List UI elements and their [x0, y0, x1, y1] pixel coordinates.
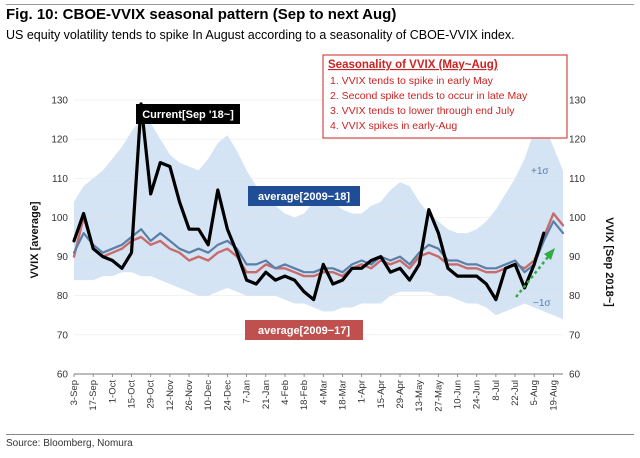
- x-tick-label-44: 8-Jul: [491, 380, 502, 401]
- x-tick-label-26: 4-Mar: [318, 380, 329, 405]
- x-tick-label-30: 1-Apr: [357, 380, 368, 403]
- x-tick-label-0: 3-Sep: [69, 380, 80, 405]
- y-tick-right-130: 130: [569, 96, 586, 107]
- x-tick-label-32: 15-Apr: [376, 380, 387, 409]
- x-tick-label-12: 26-Nov: [184, 380, 195, 411]
- avg18-label-box: [248, 186, 360, 206]
- x-tick-label-10: 12-Nov: [165, 380, 176, 411]
- series-line-1: [72, 220, 565, 274]
- x-tick-label-2: 17-Sep: [88, 380, 99, 411]
- band-upper-label: +1σ: [531, 166, 549, 177]
- callout-heading: Seasonality of VVIX (May~Aug): [328, 59, 498, 71]
- y-tick-left-120: 120: [51, 135, 68, 146]
- callout-item-2: 2. Second spike tends to occur in late M…: [330, 90, 528, 102]
- source-rule: [6, 434, 634, 435]
- y-tick-left-80: 80: [57, 291, 69, 302]
- y-tick-left-110: 110: [52, 174, 68, 185]
- callout-item-3: 3. VVIX tends to lower through end July: [330, 105, 515, 117]
- figure-subtitle: US equity volatility tends to spike In A…: [6, 28, 515, 42]
- x-tick-label-14: 10-Dec: [203, 380, 214, 411]
- y-tick-right-100: 100: [569, 213, 586, 224]
- x-tick-label-50: 19-Aug: [548, 380, 559, 411]
- sigma-band: [74, 119, 563, 320]
- x-tick-label-28: 18-Mar: [337, 380, 348, 410]
- x-tick-label-6: 15-Oct: [127, 380, 138, 409]
- trend-arrow-head: [544, 248, 555, 260]
- x-tick-label-18: 7-Jan: [242, 380, 253, 404]
- x-tick-label-40: 10-Jun: [453, 380, 464, 409]
- y-tick-left-100: 100: [51, 213, 68, 224]
- series-line-0: [72, 102, 546, 302]
- y-tick-right-120: 120: [569, 135, 586, 146]
- avg17-label: average[2009−17]: [258, 325, 350, 337]
- y-axis-label-right: VVIX [Sep 2018~]: [603, 217, 615, 307]
- callout-item-1: 1. VVIX tends to spike in early May: [330, 75, 494, 87]
- y-tick-left-70: 70: [57, 330, 69, 341]
- series-line-2: [72, 212, 565, 278]
- y-tick-left-60: 60: [57, 370, 69, 381]
- y-tick-right-110: 110: [569, 174, 585, 185]
- source-note: Source: Bloomberg, Nomura: [6, 438, 133, 449]
- x-tick-label-36: 13-May: [414, 380, 425, 412]
- x-tick-label-20: 21-Jan: [261, 380, 272, 409]
- x-tick-label-34: 29-Apr: [395, 380, 406, 409]
- current-label-box: [136, 104, 240, 124]
- x-tick-label-48: 5-Aug: [529, 380, 540, 405]
- y-axis-label-left: VVIX [average]: [29, 201, 41, 278]
- y-tick-left-130: 130: [51, 96, 68, 107]
- figure-title: Fig. 10: CBOE-VVIX seasonal pattern (Sep…: [6, 6, 397, 23]
- trend-arrow: [515, 251, 553, 298]
- y-tick-left-90: 90: [57, 252, 69, 263]
- x-tick-label-16: 24-Dec: [222, 380, 233, 411]
- top-rule: [6, 4, 634, 5]
- y-tick-right-90: 90: [569, 252, 581, 263]
- x-tick-label-38: 27-May: [433, 380, 444, 412]
- x-tick-label-24: 18-Feb: [299, 380, 310, 410]
- callout-item-4: 4. VVIX spikes in early-Aug: [330, 120, 457, 132]
- y-tick-right-80: 80: [569, 291, 581, 302]
- y-tick-right-70: 70: [569, 330, 581, 341]
- y-tick-right-60: 60: [569, 370, 581, 381]
- x-tick-label-42: 24-Jun: [472, 380, 483, 409]
- x-tick-label-22: 4-Feb: [280, 380, 291, 405]
- x-tick-label-4: 1-Oct: [107, 380, 118, 404]
- avg18-label: average[2009−18]: [258, 191, 350, 203]
- x-tick-label-46: 22-Jul: [510, 380, 521, 406]
- seasonality-callout-box: [322, 54, 568, 139]
- band-lower-label: −1σ: [533, 298, 551, 309]
- current-label: Current[Sep '18~]: [142, 109, 234, 121]
- x-tick-label-8: 29-Oct: [146, 380, 157, 409]
- avg17-label-box: [245, 320, 363, 340]
